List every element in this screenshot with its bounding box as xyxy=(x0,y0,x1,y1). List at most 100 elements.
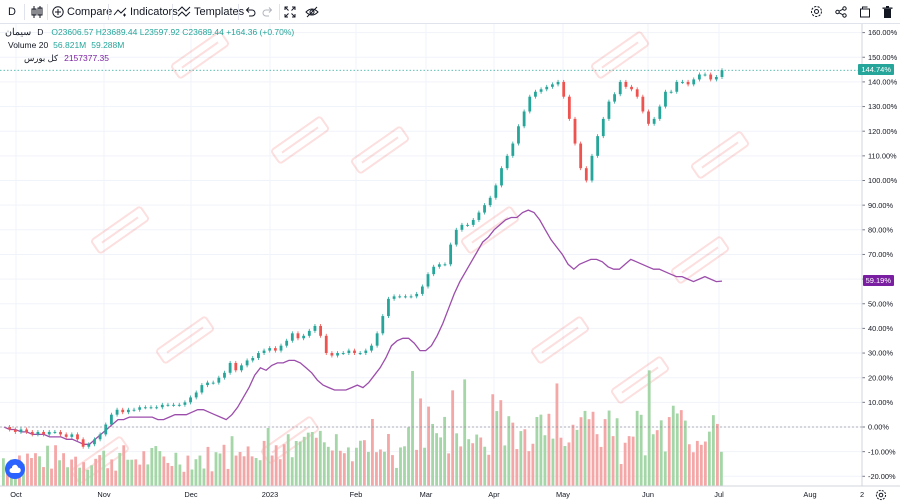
volume-bar xyxy=(246,446,250,486)
templates-label: Templates xyxy=(194,5,245,18)
volume-bar xyxy=(58,460,61,486)
volume-bar xyxy=(298,441,302,486)
watermark-logo-stroke xyxy=(361,136,399,164)
volume-bar xyxy=(695,440,699,486)
volume-bar xyxy=(282,444,286,486)
snapshot-button[interactable] xyxy=(859,0,871,23)
volume-bar xyxy=(519,431,523,486)
redo-button[interactable] xyxy=(262,0,274,23)
volume-bar xyxy=(703,441,707,486)
candle-body xyxy=(539,89,543,92)
candle-body xyxy=(36,431,40,435)
undo-icon xyxy=(245,6,256,16)
volume-bar xyxy=(358,440,362,486)
indicators-button[interactable]: Indicators xyxy=(113,0,178,23)
volume-bar xyxy=(463,379,467,486)
volume-bar xyxy=(659,420,663,486)
x-tick-label: Apr xyxy=(488,490,500,499)
templates-icon xyxy=(177,5,191,17)
y-tick-label: 110.00% xyxy=(868,151,897,160)
compare-price-badge: 59.19% xyxy=(862,275,894,287)
x-tick-label: Nov xyxy=(97,490,110,499)
watermark-logo-frame xyxy=(531,316,589,364)
toolbar-divider xyxy=(279,4,280,20)
hide-button[interactable] xyxy=(305,0,319,23)
volume-row[interactable]: Volume 20 56.821M 59.288M xyxy=(0,39,294,52)
watermark-logo-stroke xyxy=(701,141,739,169)
volume-bar xyxy=(467,439,471,486)
candle-body xyxy=(635,89,639,97)
watermark-logo xyxy=(531,316,589,364)
volume-bar xyxy=(22,464,25,486)
volume-bar xyxy=(531,443,535,486)
candle-body xyxy=(234,362,238,371)
volume-bar xyxy=(334,434,338,486)
volume-bar xyxy=(38,456,41,486)
volume-bar xyxy=(174,452,178,486)
candle-body xyxy=(387,298,390,317)
volume-bar xyxy=(238,451,242,486)
compare-button[interactable]: Compare xyxy=(52,0,112,23)
volume-bar xyxy=(262,440,266,486)
candle-body xyxy=(98,434,102,440)
volume-bar xyxy=(623,442,627,486)
candle-body xyxy=(25,429,29,432)
candle-body xyxy=(104,424,108,435)
candle-body xyxy=(409,296,413,298)
compare-name: کل بورس xyxy=(24,53,59,63)
candle-body xyxy=(686,81,690,85)
candle-body xyxy=(262,350,266,354)
interval-button[interactable]: D xyxy=(4,0,20,23)
volume-bar xyxy=(46,445,49,486)
volume-bar xyxy=(451,390,455,486)
candle-body xyxy=(160,404,164,408)
indicators-label: Indicators xyxy=(130,5,178,18)
axis-settings-button[interactable] xyxy=(873,487,889,503)
candle-body xyxy=(528,96,532,112)
candle-body xyxy=(353,350,356,354)
volume-bar xyxy=(326,446,330,486)
watermark-logo xyxy=(271,116,329,164)
candle-body xyxy=(550,84,554,87)
candle-body xyxy=(290,333,294,341)
fullscreen-button[interactable] xyxy=(284,0,296,23)
candle-body xyxy=(415,293,419,297)
volume-name: Volume 20 xyxy=(8,40,49,50)
volume-bar xyxy=(371,418,374,486)
volume-bar xyxy=(651,434,655,486)
volume-bar xyxy=(190,469,194,486)
compare-series-line xyxy=(3,209,723,445)
symbol-row[interactable]: سیمان D O23606.57 H23689.44 L23597.92 C2… xyxy=(0,26,294,39)
volume-bar xyxy=(138,464,142,486)
candle-body xyxy=(494,185,498,198)
candle-body xyxy=(618,81,622,95)
undo-button[interactable] xyxy=(244,0,256,23)
volume-bar xyxy=(431,423,434,486)
volume-bar xyxy=(66,467,69,486)
templates-button[interactable]: Templates xyxy=(177,0,244,23)
candle-body xyxy=(652,118,656,124)
candle-body xyxy=(19,429,23,432)
volume-bar xyxy=(178,464,182,486)
chart-type-button[interactable] xyxy=(30,0,44,23)
candle-body xyxy=(573,118,577,144)
x-tick-label: Aug xyxy=(803,490,816,499)
candle-body xyxy=(556,81,560,85)
delete-button[interactable] xyxy=(882,0,893,23)
compare-row[interactable]: کل بورس 2157377.35 xyxy=(0,52,294,65)
candle-body xyxy=(720,70,724,77)
volume-bar xyxy=(6,468,9,486)
ohlc-values: O23606.57 H23689.44 L23597.92 C23689.44 … xyxy=(51,27,295,37)
volume-bar xyxy=(186,455,190,486)
watermark-logo xyxy=(611,356,669,404)
candle-body xyxy=(466,224,469,226)
cloud-sync-button[interactable] xyxy=(5,459,25,479)
share-button[interactable] xyxy=(835,0,847,23)
volume-bar xyxy=(290,457,294,486)
volume-bar xyxy=(603,419,607,486)
volume-bar xyxy=(639,414,643,486)
candle-body xyxy=(681,81,684,83)
candle-body xyxy=(166,404,170,406)
settings-button[interactable] xyxy=(810,0,823,23)
